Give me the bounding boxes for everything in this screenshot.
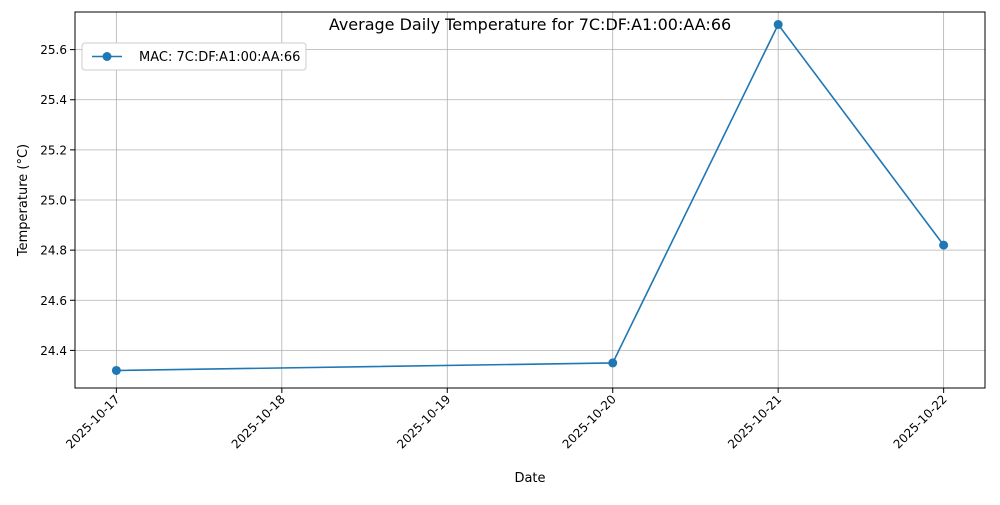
y-tick-label: 25.6 (40, 43, 67, 57)
legend-marker-swatch (102, 52, 112, 61)
y-axis-ticks: 24.4 24.6 24.8 25.0 25.2 25.4 25.6 (40, 43, 75, 358)
data-point (939, 240, 949, 250)
y-tick-label: 25.2 (40, 143, 67, 157)
y-tick-label: 24.8 (40, 244, 67, 258)
series-layer (111, 20, 949, 375)
y-tick-label: 24.4 (40, 344, 67, 358)
series-line (116, 23, 945, 372)
y-axis-label: Temperature (°C) (16, 144, 31, 257)
data-point (608, 358, 618, 368)
legend-frame (81, 42, 307, 71)
legend: MAC: 7C:DF:A1:00:AA:66 (81, 42, 307, 71)
data-point (773, 20, 783, 30)
x-axis-label: Date (514, 471, 545, 486)
data-point (111, 365, 121, 375)
y-tick-label: 24.6 (40, 294, 67, 308)
y-tick-label: 25.4 (40, 93, 67, 107)
chart-title: Average Daily Temperature for 7C:DF:A1:0… (329, 15, 731, 34)
legend-entry-label: MAC: 7C:DF:A1:00:AA:66 (139, 50, 300, 65)
y-tick-label: 25.0 (40, 194, 67, 208)
